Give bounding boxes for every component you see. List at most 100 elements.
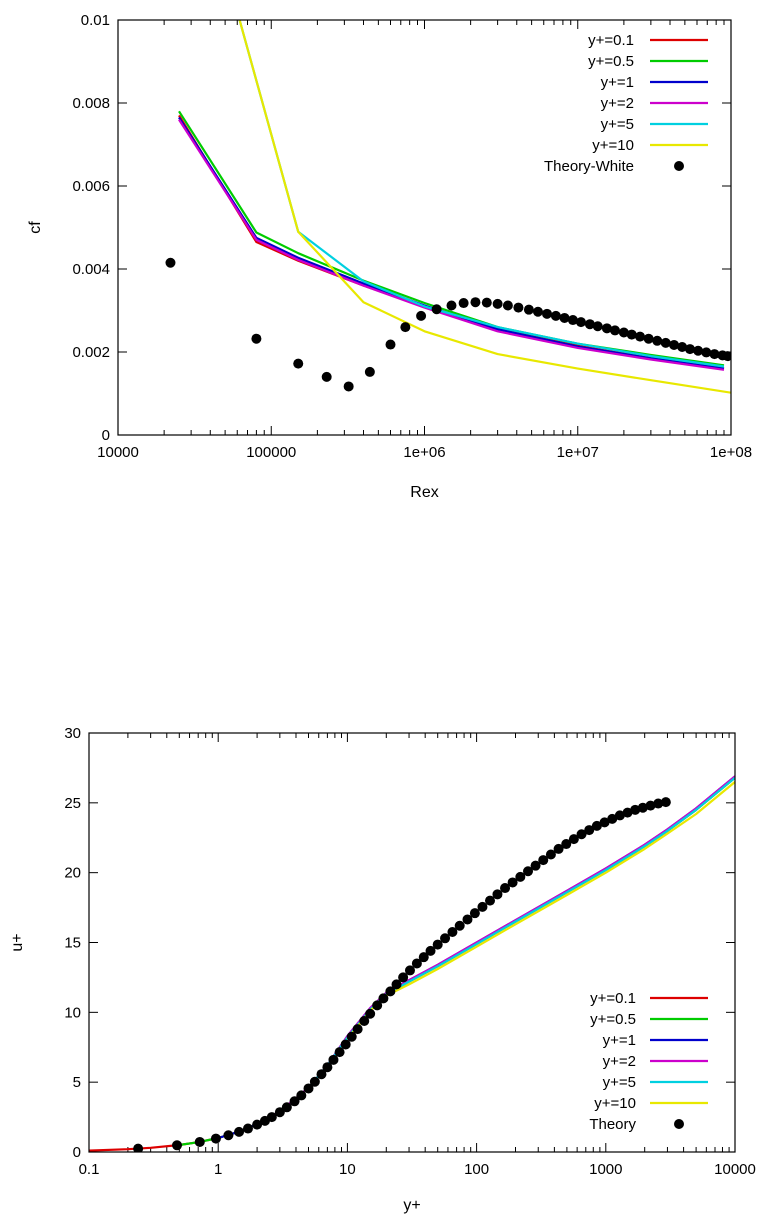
- data-point: [618, 327, 629, 338]
- x-tick-label: 100: [464, 1161, 489, 1178]
- data-point: [454, 920, 465, 931]
- data-point: [194, 1136, 205, 1147]
- data-point: [481, 297, 492, 308]
- series-line-y0-5: [179, 776, 735, 1147]
- data-point: [477, 901, 488, 912]
- series-line-y5: [307, 776, 735, 1089]
- y-tick-label: 10: [64, 1004, 81, 1021]
- legend-marker: [674, 161, 684, 171]
- data-point: [530, 860, 541, 871]
- data-point: [418, 952, 429, 963]
- data-point: [553, 843, 564, 854]
- data-point: [584, 319, 595, 330]
- series-theory-white: [165, 257, 731, 392]
- data-point: [165, 257, 176, 268]
- data-point: [469, 908, 480, 919]
- y-axis-label: u+: [9, 933, 26, 951]
- legend-label: y+=0.5: [590, 1011, 636, 1028]
- data-point: [321, 371, 332, 382]
- plot-area: [165, 20, 731, 394]
- data-point: [346, 1031, 357, 1042]
- data-point: [653, 798, 664, 809]
- data-point: [492, 889, 503, 900]
- data-point: [289, 1096, 300, 1107]
- series-line-y10: [346, 781, 735, 1040]
- cf-vs-rex-chart: 10000 100000 1e+06 1e+07 1e+08 0 0.002 0.004 0.0…: [27, 12, 752, 501]
- legend: y+=0.1 y+=0.5 y+=1 y+=2 y+=5 y+=10 Theory-Whit…: [544, 32, 708, 175]
- legend-label: y+=5: [601, 116, 634, 133]
- series-line-y10: [238, 20, 731, 394]
- data-point: [532, 306, 543, 317]
- data-point: [303, 1083, 314, 1094]
- data-point: [274, 1107, 285, 1118]
- legend-label: y+=10: [592, 137, 634, 154]
- data-point: [446, 300, 457, 311]
- data-point: [364, 366, 375, 377]
- plot-area: [89, 775, 735, 1152]
- data-point: [440, 933, 451, 944]
- plot-frame: [88, 732, 736, 1153]
- data-point: [626, 329, 637, 340]
- data-point: [684, 344, 695, 355]
- legend: y+=0.1 y+=0.5 y+=1 y+=2 y+=5 y+=10 Theory: [589, 990, 708, 1133]
- legend-label: y+=10: [594, 1095, 636, 1112]
- data-point: [309, 1076, 320, 1087]
- x-axis-label: y+: [403, 1197, 420, 1214]
- y-tick-label: 30: [64, 725, 81, 742]
- x-tick-label: 1e+08: [710, 444, 752, 461]
- data-point: [470, 297, 481, 308]
- data-point: [591, 820, 602, 831]
- x-tick-label: 0.1: [79, 1161, 100, 1178]
- y-tick-label: 0.01: [81, 12, 110, 29]
- legend-label: y+=1: [601, 74, 634, 91]
- data-point: [660, 337, 671, 348]
- data-point: [645, 800, 656, 811]
- data-point: [234, 1126, 245, 1137]
- data-point: [550, 310, 561, 321]
- data-point: [404, 965, 415, 976]
- data-point: [592, 321, 603, 332]
- series-line-y2: [178, 119, 725, 371]
- data-point: [561, 839, 572, 850]
- x-tick-label: 1: [214, 1161, 222, 1178]
- data-point: [398, 972, 409, 983]
- series-line-y5: [238, 20, 725, 368]
- data-point: [541, 308, 552, 319]
- data-point: [567, 315, 578, 326]
- data-point: [343, 381, 354, 392]
- data-point: [328, 1054, 339, 1065]
- data-point: [545, 849, 556, 860]
- data-point: [385, 986, 396, 997]
- data-point: [172, 1140, 183, 1151]
- data-point: [411, 958, 422, 969]
- legend-label: y+=0.1: [590, 990, 636, 1007]
- data-point: [622, 807, 633, 818]
- data-point: [677, 342, 688, 353]
- y-tick-label: 0.002: [72, 344, 110, 361]
- data-point: [133, 1143, 144, 1152]
- data-point: [523, 304, 534, 315]
- data-point: [391, 979, 402, 990]
- data-point: [352, 1024, 363, 1035]
- legend-marker: [674, 1119, 684, 1129]
- data-point: [601, 323, 612, 334]
- data-point: [538, 855, 549, 866]
- data-point: [701, 347, 712, 358]
- data-point: [485, 895, 496, 906]
- data-point: [365, 1008, 376, 1019]
- data-point: [223, 1130, 234, 1141]
- data-point: [334, 1047, 345, 1058]
- legend-label: y+=5: [603, 1074, 636, 1091]
- data-point: [630, 804, 641, 815]
- legend-label: y+=0.1: [588, 32, 634, 49]
- data-point: [431, 304, 442, 315]
- y-tick-label: 0.008: [72, 95, 110, 112]
- data-point: [400, 322, 411, 333]
- y-axis-label: cf: [27, 221, 44, 234]
- axis-ticks: [117, 19, 732, 436]
- data-point: [492, 298, 503, 309]
- data-point: [669, 339, 680, 350]
- data-point: [559, 312, 570, 323]
- data-point: [609, 325, 620, 336]
- data-point: [576, 829, 587, 840]
